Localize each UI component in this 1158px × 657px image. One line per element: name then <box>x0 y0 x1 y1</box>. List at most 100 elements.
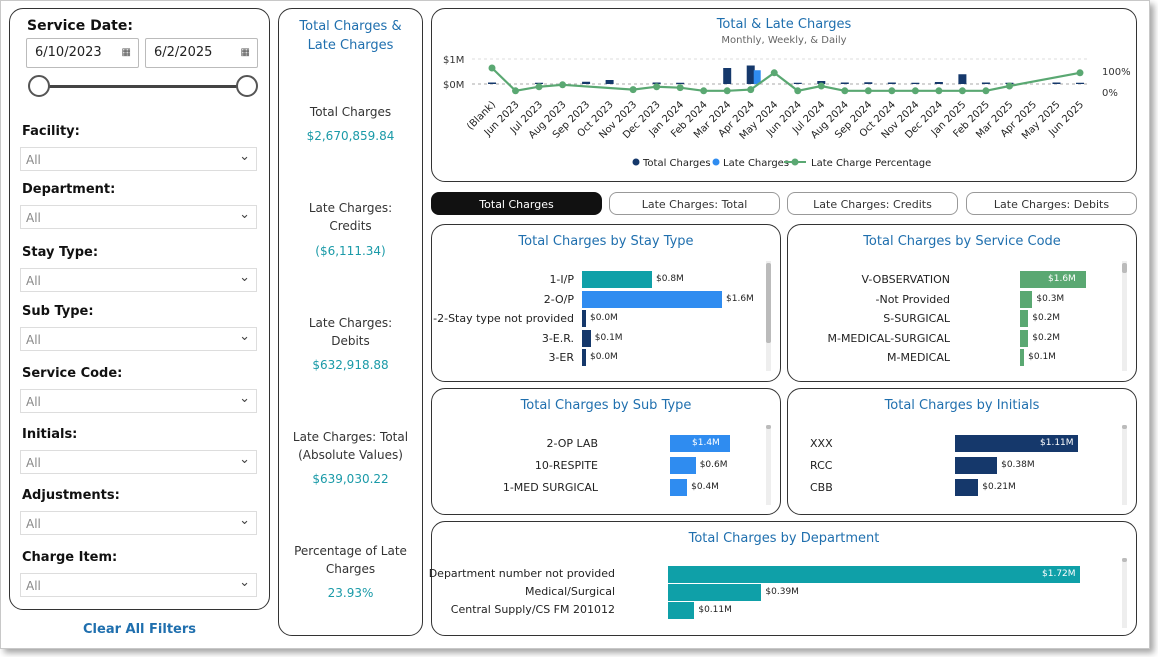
late-charge-percentage-point <box>723 87 731 95</box>
total-charges-bar <box>793 82 802 84</box>
bar[interactable] <box>582 290 722 308</box>
bar-value-label: $0.8M <box>656 274 684 284</box>
scrollbar[interactable] <box>1122 261 1127 371</box>
end-date-value: 6/2/2025 <box>154 45 213 60</box>
bar[interactable] <box>668 584 762 601</box>
tab-late-charges-debits[interactable]: Late Charges: Debits <box>966 192 1137 215</box>
y-right-tick: 100% <box>1102 67 1131 78</box>
service-date-label: Service Date: <box>27 18 133 34</box>
y-left-tick: $0M <box>443 80 464 91</box>
adjustments-select[interactable]: All ⌄ <box>20 511 257 535</box>
late-charge-percentage-point <box>512 87 520 95</box>
trend-chart-subtitle: Monthly, Weekly, & Daily <box>721 35 847 46</box>
stay-type-title: Total Charges by Stay Type <box>518 234 694 249</box>
bar[interactable] <box>670 479 688 496</box>
date-range-slider[interactable] <box>40 85 248 88</box>
total-charges-bar <box>887 82 896 84</box>
sub-type-title: Total Charges by Sub Type <box>520 398 692 413</box>
bar-category-label: Department number not provided <box>428 567 615 580</box>
late-charge-percentage-point <box>841 87 849 95</box>
kpi-value: ($6,111.34) <box>315 244 386 258</box>
bar-value-label: $0.6M <box>699 460 728 470</box>
service-code-select[interactable]: All ⌄ <box>20 389 257 413</box>
department-title: Total Charges by Department <box>688 531 880 546</box>
bar[interactable] <box>955 435 1078 452</box>
bar[interactable] <box>1020 310 1029 327</box>
late-charge-percentage-point <box>888 87 896 95</box>
sub-type-label: Sub Type: <box>22 304 94 319</box>
start-date-input[interactable]: 6/10/2023 ▦ <box>26 38 139 68</box>
bar[interactable] <box>670 457 696 474</box>
bar[interactable] <box>668 566 1080 583</box>
kpi-label: Late Charges: Debits <box>308 316 393 348</box>
late-charge-percentage-point <box>700 87 708 95</box>
total-charges-bar <box>488 82 496 84</box>
slider-end-handle[interactable] <box>236 75 258 97</box>
tab-late-charges-credits[interactable]: Late Charges: Credits <box>787 192 958 215</box>
bar-category-label: -2-Stay type not provided <box>433 312 574 325</box>
chevron-down-icon: ⌄ <box>239 391 250 406</box>
charge-item-select[interactable]: All ⌄ <box>20 573 257 597</box>
chevron-down-icon: ⌄ <box>239 513 250 528</box>
bar-category-label: XXX <box>810 437 833 450</box>
scrollbar[interactable] <box>1122 558 1127 628</box>
total-charges-bar <box>864 82 873 84</box>
department-value: All <box>26 211 41 225</box>
bar[interactable] <box>955 457 998 474</box>
bar[interactable] <box>1020 290 1033 308</box>
bar-category-label: 2-OP LAB <box>546 437 598 450</box>
late-charge-percentage-point <box>817 82 825 90</box>
slider-start-handle[interactable] <box>28 75 50 97</box>
scrollbar[interactable] <box>766 425 771 505</box>
tab-total-charges[interactable]: Total Charges <box>431 192 602 215</box>
total-charges-bar <box>1052 82 1061 84</box>
bar[interactable] <box>1020 329 1029 347</box>
adjustments-label: Adjustments: <box>22 488 120 503</box>
bar-value-label: $1.4M <box>692 438 720 448</box>
scrollbar[interactable] <box>766 261 771 371</box>
calendar-icon[interactable]: ▦ <box>121 47 131 58</box>
tab-late-charges-total[interactable]: Late Charges: Total <box>609 192 780 215</box>
end-date-input[interactable]: 6/2/2025 ▦ <box>145 38 258 68</box>
kpi-title: Total Charges & Late Charges <box>299 19 402 53</box>
bar[interactable] <box>670 435 730 452</box>
sub-type-select[interactable]: All ⌄ <box>20 327 257 351</box>
bar[interactable] <box>1020 271 1086 288</box>
bar-category-label: 1-MED SURGICAL <box>502 481 598 494</box>
late-charge-percentage-point <box>770 69 778 77</box>
adjustments-value: All <box>26 517 41 531</box>
stay-type-select[interactable]: All ⌄ <box>20 268 257 292</box>
late-charge-percentage-point <box>1005 82 1013 90</box>
bar[interactable] <box>582 349 586 366</box>
bar[interactable] <box>582 271 652 288</box>
scrollbar[interactable] <box>1122 425 1127 505</box>
bar[interactable] <box>668 602 695 619</box>
late-charge-percentage-point <box>559 81 567 89</box>
bar[interactable] <box>955 479 979 496</box>
total-charges-bar <box>1076 82 1084 84</box>
bar[interactable] <box>582 310 586 327</box>
department-select[interactable]: All ⌄ <box>20 205 257 229</box>
bar-value-label: $1.72M <box>1042 569 1076 579</box>
stay-type-label: Stay Type: <box>22 245 99 260</box>
initials-value: All <box>26 456 41 470</box>
kpi-label: Total Charges <box>309 105 392 119</box>
clear-all-filters-button[interactable]: Clear All Filters <box>83 622 196 637</box>
total-charges-bar <box>817 81 826 84</box>
initials-select[interactable]: All ⌄ <box>20 450 257 474</box>
total-charges-bar <box>934 82 943 84</box>
bar-category-label: V-OBSERVATION <box>861 273 950 286</box>
bar-value-label: $0.0M <box>590 313 618 323</box>
late-charge-percentage-point <box>958 87 966 95</box>
bar-category-label: 10-RESPITE <box>534 459 598 472</box>
trend-chart-title: Total & Late Charges <box>716 17 852 32</box>
facility-select[interactable]: All ⌄ <box>20 147 257 171</box>
calendar-icon[interactable]: ▦ <box>240 47 250 58</box>
bar[interactable] <box>1020 349 1025 366</box>
bar-value-label: $0.2M <box>1032 332 1061 343</box>
total-charges-bar <box>676 82 685 84</box>
bar[interactable] <box>582 329 591 347</box>
chevron-down-icon: ⌄ <box>239 149 250 164</box>
bar-category-label: CBB <box>810 481 833 494</box>
legend-label: Total Charges <box>642 158 711 169</box>
